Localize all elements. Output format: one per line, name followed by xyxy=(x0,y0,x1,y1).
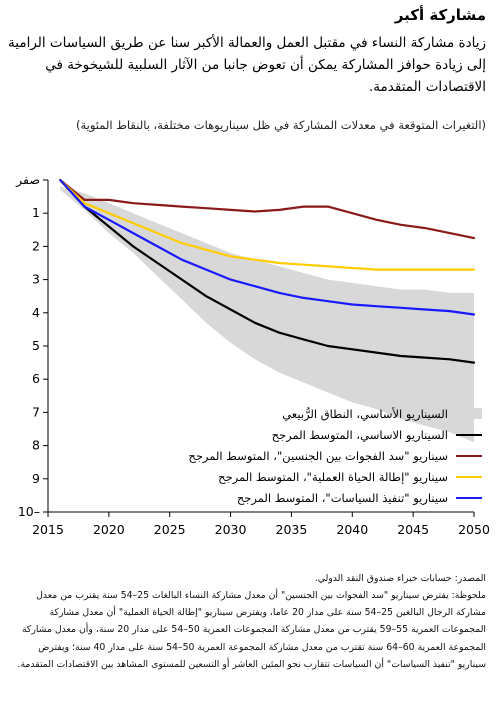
y-tick-label: 2 xyxy=(32,238,40,253)
x-tick-label: 2045 xyxy=(397,522,429,537)
legend-swatch-band xyxy=(456,408,482,419)
legend-item-longer-working-life: سيناريو "إطالة الحياة العملية"، المتوسط … xyxy=(218,466,482,487)
series-line-2 xyxy=(59,178,476,271)
legend-label: سيناريو "تنفيذ السياسات"، المتوسط المرجح xyxy=(236,490,448,505)
chart-units-note: (التغيرات المتوقعة في معدلات المشاركة في… xyxy=(76,118,486,132)
legend-item-baseline-mean: السيناريو الاساسي، المتوسط المرجح xyxy=(272,424,482,445)
chart-subtitle: زيادة مشاركة النساء في مقتبل العمل والعم… xyxy=(8,35,486,95)
legend-swatch-blue xyxy=(456,496,482,499)
y-tick-label: 5 xyxy=(32,338,40,353)
chart-title: مشاركة أكبر xyxy=(394,6,486,24)
legend-label: سيناريو "سد الفجوات بين الجنسين"، المتوس… xyxy=(188,448,448,463)
legend-swatch-darkred xyxy=(456,454,482,457)
legend-label: السيناريو الأساسي، النطاق الرُّبيعي xyxy=(282,406,448,421)
x-tick-label: 2050 xyxy=(458,522,490,537)
legend-swatch-yellow xyxy=(456,475,482,478)
x-tick-label: 2025 xyxy=(154,522,186,537)
y-tick-label: 10– xyxy=(18,504,40,519)
series-line-1 xyxy=(59,178,476,240)
series-line-0 xyxy=(59,178,476,364)
legend-label: السيناريو الاساسي، المتوسط المرجح xyxy=(271,427,448,442)
legend-label: سيناريو "إطالة الحياة العملية"، المتوسط … xyxy=(218,469,448,484)
y-tick-label: 1 xyxy=(32,205,40,220)
legend-swatch-black xyxy=(456,433,482,436)
y-tick-label: 3 xyxy=(32,272,40,287)
line-chart: صفر 1 2 3 4 5 6 7 8 9 10– 2015 2020 2025 2030 2035 2040 2… xyxy=(15,172,490,537)
x-tick-label: 2040 xyxy=(336,522,368,537)
legend-item-policy-implementation: سيناريو "تنفيذ السياسات"، المتوسط المرجح xyxy=(237,487,482,508)
y-tick-label: 9 xyxy=(32,471,40,486)
legend-item-baseline-range: السيناريو الأساسي، النطاق الرُّبيعي xyxy=(282,403,482,424)
y-tick-label: 8 xyxy=(32,438,40,453)
series-line-3 xyxy=(59,178,476,316)
legend-item-gender-gap: سيناريو "سد الفجوات بين الجنسين"، المتوس… xyxy=(188,445,482,466)
y-tick-label: 6 xyxy=(32,371,40,386)
x-tick-label: 2020 xyxy=(93,522,125,537)
source-note: المصدر: حسابات خبراء صندوق النقد الدولي. xyxy=(314,573,486,584)
y-tick-label: 4 xyxy=(32,305,40,320)
chart-legend: السيناريو الأساسي، النطاق الرُّبيعي السي… xyxy=(188,403,482,508)
y-tick-label: 7 xyxy=(32,404,40,419)
x-tick-label: 2015 xyxy=(32,522,64,537)
x-tick-label: 2030 xyxy=(215,522,247,537)
x-tick-label: 2035 xyxy=(276,522,308,537)
y-tick-label: صفر xyxy=(15,172,40,188)
footnote: ملحوظة: يفترض سيناريو "سد الفجوات بين ال… xyxy=(17,590,486,670)
